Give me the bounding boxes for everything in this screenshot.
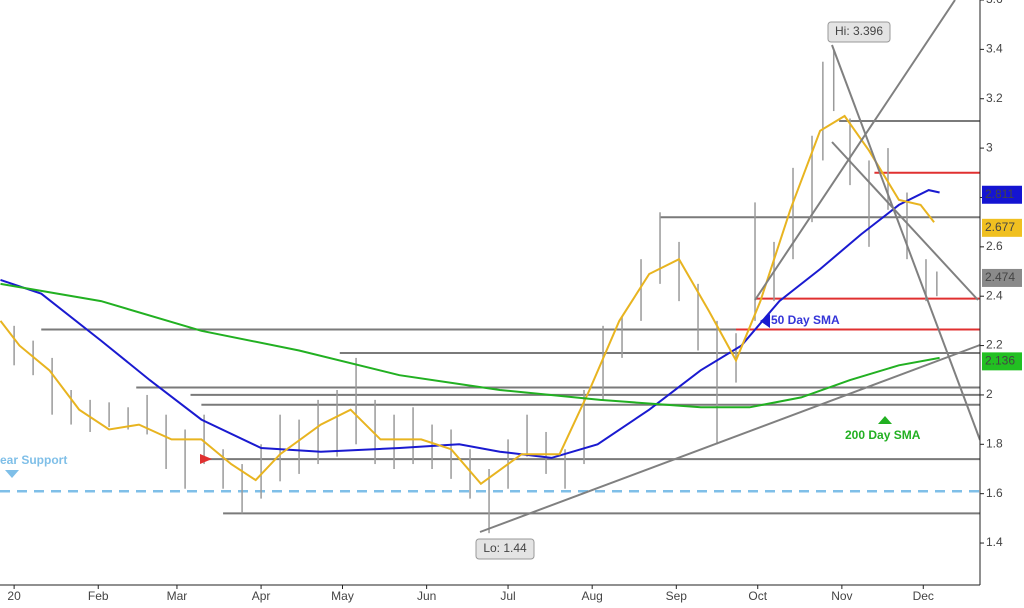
price-tag (982, 352, 1022, 371)
y-tick-label: 1.8 (986, 436, 1003, 450)
arrow (760, 314, 770, 328)
annotation: Lo: 1.44 (483, 541, 527, 555)
ma-line (0, 282, 940, 409)
x-tick-label: Apr (252, 589, 271, 603)
y-tick-label: 1.4 (986, 535, 1003, 549)
x-tick-label: Oct (748, 589, 767, 603)
price-tag (982, 268, 1022, 287)
x-tick-label: Dec (913, 589, 934, 603)
y-tick-label: 2.6 (986, 239, 1003, 253)
price-tag-label: 2.474 (985, 270, 1015, 284)
x-tick-label: Aug (581, 589, 602, 603)
annotation: Hi: 3.396 (835, 24, 883, 38)
price-tag-label: 2.136 (985, 354, 1015, 368)
price-tag-label: 2.677 (985, 220, 1015, 234)
x-tick-label: May (331, 589, 354, 603)
x-tick-label: Sep (666, 589, 688, 603)
y-tick-label: 3 (986, 140, 993, 154)
y-axis-area (980, 0, 1024, 608)
arrow (878, 416, 892, 424)
annotation: 50 Day SMA (771, 313, 840, 327)
y-tick-label: 1.6 (986, 486, 1003, 500)
y-tick-label: 3.6 (986, 0, 1003, 6)
x-tick-label: Feb (88, 589, 109, 603)
y-tick-label: 3.4 (986, 42, 1003, 56)
x-tick-label: 20 (7, 589, 21, 603)
x-tick-label: Jul (500, 589, 515, 603)
axes: 1.41.61.822.22.42.62.833.23.43.620FebMar… (7, 0, 1022, 603)
annotation-box (827, 21, 891, 43)
annotation: 200 Day SMA (845, 428, 921, 442)
y-tick-label: 3.2 (986, 91, 1003, 105)
price-tag (982, 185, 1022, 204)
x-tick-label: Mar (167, 589, 188, 603)
arrow (200, 454, 212, 464)
trendline (479, 344, 981, 533)
x-tick-label: Nov (831, 589, 852, 603)
trendlines (479, 0, 981, 533)
arrow (5, 470, 19, 478)
trendline (831, 44, 981, 441)
plot-area (0, 50, 980, 534)
y-tick-label: 2.2 (986, 338, 1003, 352)
trendline (831, 141, 979, 301)
ma-line (0, 114, 935, 486)
price-tag (982, 218, 1022, 237)
annotation: ear Support (0, 453, 67, 467)
y-tick-label: 2.4 (986, 288, 1003, 302)
trendline (754, 0, 956, 301)
y-tick-label: 2 (986, 387, 993, 401)
ma-line (0, 189, 940, 459)
x-axis-area (0, 585, 1024, 608)
x-tick-label: Jun (417, 589, 436, 603)
annotation-box (475, 538, 535, 560)
price-tag-label: 2.811 (985, 187, 1014, 201)
